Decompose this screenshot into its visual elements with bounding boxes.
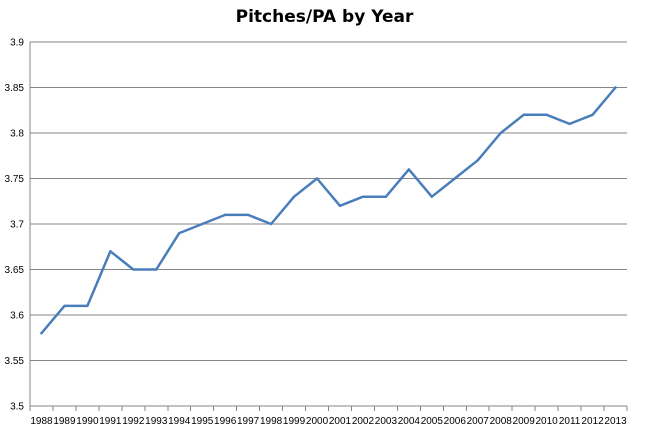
- data-point: [384, 195, 388, 198]
- x-tick-label: 2001: [329, 416, 352, 427]
- chart-title: Pitches/PA by Year: [235, 7, 414, 27]
- y-tick-label: 3.8: [10, 129, 24, 140]
- x-tick-label: 2004: [398, 416, 421, 427]
- x-tick-label: 1996: [214, 416, 237, 427]
- x-tick-label: 1993: [145, 416, 168, 427]
- series-line: [40, 86, 617, 335]
- x-tick-label: 2008: [490, 416, 513, 427]
- data-point: [223, 213, 227, 217]
- x-tick-label: 2000: [306, 416, 329, 427]
- x-tick-label: 1989: [53, 416, 76, 427]
- y-tick-label: 3.75: [5, 174, 25, 185]
- data-point: [407, 168, 411, 171]
- x-tick-label: 1994: [168, 416, 191, 427]
- data-point: [568, 122, 571, 126]
- data-point: [201, 222, 204, 226]
- data-point: [453, 177, 456, 180]
- x-tick-label: 1995: [191, 416, 214, 427]
- x-tick-label: 2007: [467, 416, 490, 427]
- data-point: [361, 195, 365, 198]
- data-point: [545, 113, 548, 117]
- x-tick-label: 2012: [581, 416, 604, 427]
- x-tick-label: 1999: [283, 416, 306, 427]
- x-tick-label: 1998: [260, 416, 283, 427]
- data-point: [591, 113, 594, 117]
- data-point: [499, 131, 502, 135]
- data-point: [522, 113, 525, 117]
- axes: [29, 42, 628, 411]
- y-tick-label: 3.55: [5, 356, 25, 367]
- y-tick-labels: 3.5 3.55 3.6 3.65 3.7 3.75 3.8 3.85 3.9: [5, 38, 25, 413]
- gridlines: [30, 41, 627, 361]
- x-tick-label: 2003: [375, 416, 398, 427]
- x-tick-label: 1990: [76, 416, 99, 427]
- y-tick-label: 3.6: [10, 311, 24, 322]
- data-point: [476, 159, 479, 162]
- x-tick-labels: 1988 1989 1990 1991 1992 1993 1994 1995 1996 1997…: [30, 416, 627, 427]
- x-tick-label: 2010: [536, 416, 559, 427]
- data-point: [132, 268, 135, 271]
- series-layer: [40, 86, 617, 335]
- x-tick-label: 2005: [421, 416, 444, 427]
- data-point: [315, 177, 319, 180]
- data-point: [63, 304, 66, 308]
- data-point: [246, 213, 250, 217]
- data-point: [40, 332, 43, 335]
- x-tick-label: 1992: [122, 416, 145, 427]
- x-tick-label: 2013: [604, 416, 627, 427]
- data-point: [155, 268, 158, 271]
- data-point: [269, 222, 273, 226]
- y-tick-label: 3.5: [10, 402, 24, 413]
- y-tick-label: 3.85: [5, 83, 25, 94]
- data-point: [338, 204, 342, 207]
- data-point: [178, 231, 181, 235]
- x-tick-label: 1991: [99, 416, 122, 427]
- y-tick-label: 3.7: [10, 220, 24, 231]
- data-point: [614, 86, 617, 89]
- x-tick-label: 1997: [237, 416, 260, 427]
- x-tick-label: 2006: [444, 416, 467, 427]
- data-point: [430, 195, 434, 198]
- x-tick-label: 2009: [513, 416, 536, 427]
- y-tick-label: 3.65: [5, 265, 25, 276]
- x-tick-label: 2011: [559, 416, 581, 427]
- data-point: [109, 250, 112, 253]
- x-tick-label: 2002: [352, 416, 375, 427]
- x-tick-label: 1988: [30, 416, 53, 427]
- data-point: [86, 304, 89, 308]
- y-tick-label: 3.9: [10, 38, 24, 49]
- data-point: [292, 195, 296, 198]
